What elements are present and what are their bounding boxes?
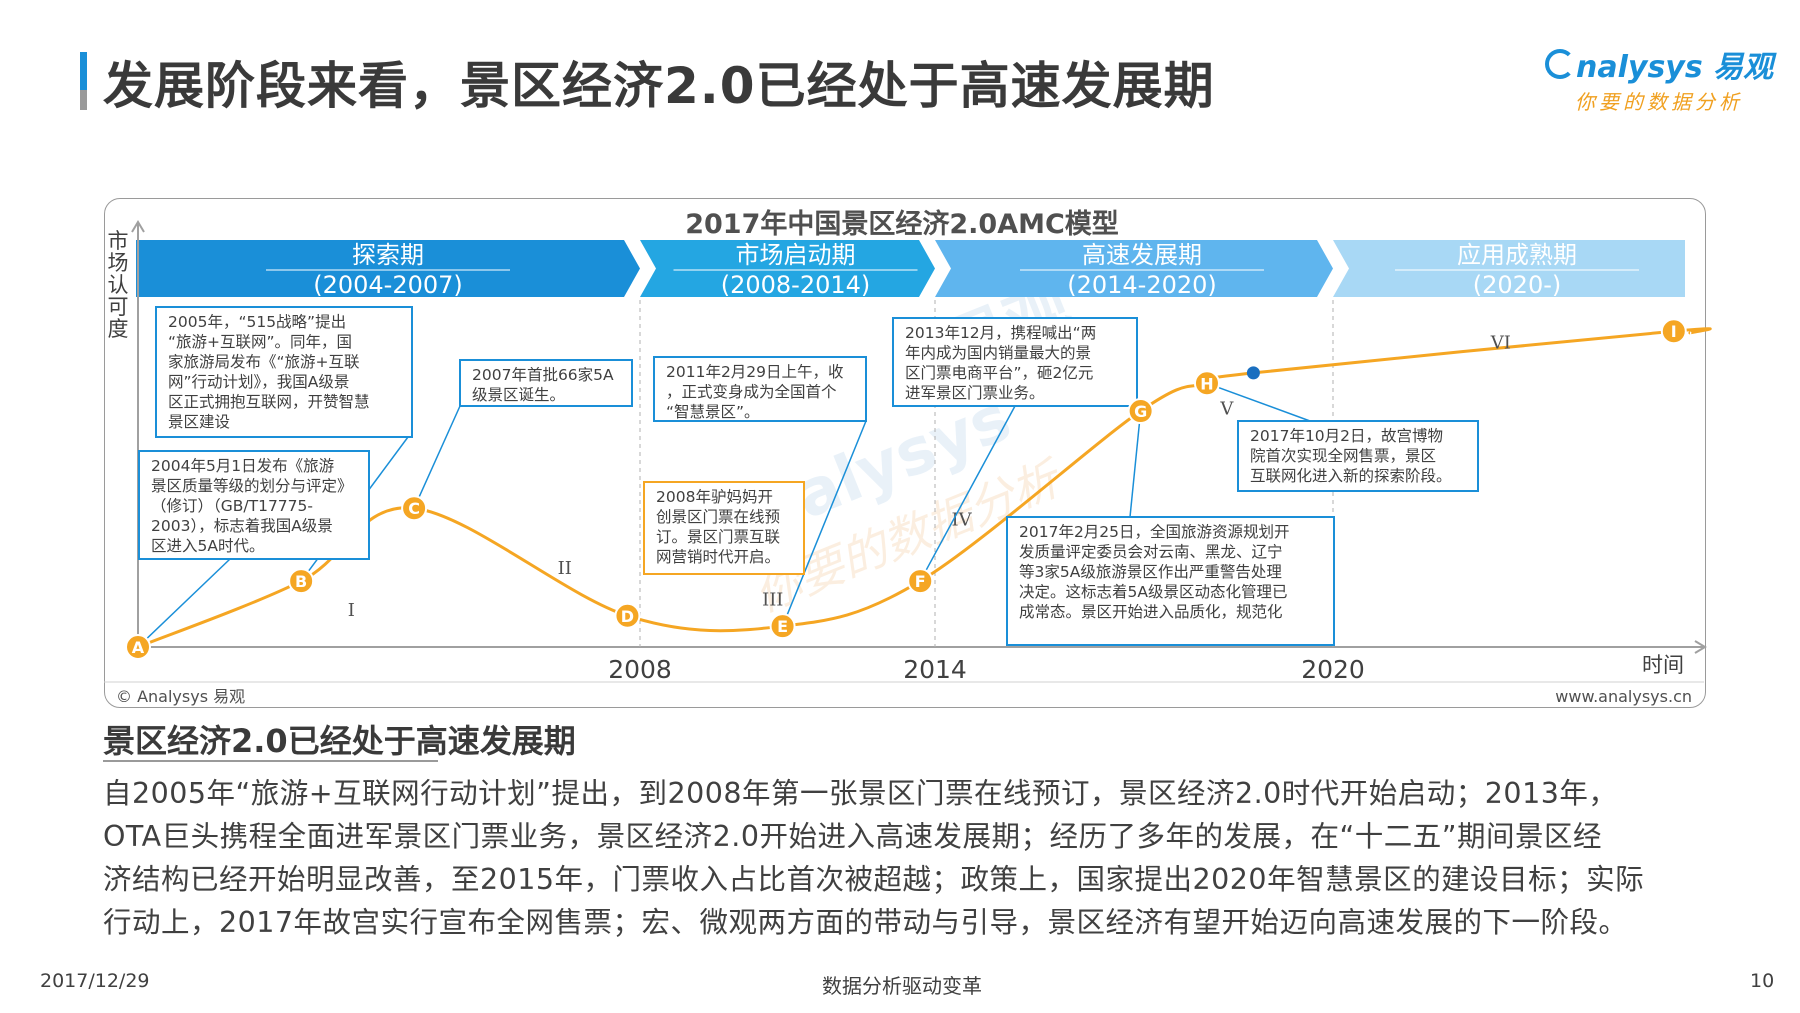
annotation-box xyxy=(653,356,867,422)
source-right: www.analysys.cn xyxy=(1555,687,1692,706)
body-line: 自2005年“旅游+互联网行动计划”提出，到2008年第一张景区门票在线预订，景… xyxy=(103,777,1618,810)
stage-label: I xyxy=(348,600,355,621)
stage-label: III xyxy=(762,589,783,610)
stage-label: IV xyxy=(951,510,972,531)
chart-title: 2017年中国景区经济2.0AMC模型 xyxy=(685,208,1119,240)
logo-wordmark: nalysys 易观 xyxy=(1545,42,1773,86)
annotation-box xyxy=(155,306,413,438)
body-text: 自2005年“旅游+互联网行动计划”提出，到2008年第一张景区门票在线预订，景… xyxy=(103,772,1723,944)
point-marker-I xyxy=(1660,318,1687,345)
annotation-text: 2008年驴妈妈开创景区门票在线预订。景区门票互联网营销时代开启。 xyxy=(656,488,780,566)
annotation-box xyxy=(643,481,805,575)
extra-data-marker xyxy=(1246,366,1260,380)
point-label-A: A xyxy=(132,638,145,657)
logo-text: nalysys 易观 xyxy=(1576,50,1774,85)
title-accent-bar xyxy=(80,52,87,110)
x-tick-label: 2008 xyxy=(608,655,672,684)
annotation-text: 2004年5月1日发布《旅游景区质量等级的划分与评定》（修订）（GB/T1777… xyxy=(151,457,353,555)
body-line: 行动上，2017年故宫实行宣布全网售票；宏、微观两方面的带动与引导，景区经济有望… xyxy=(103,906,1628,939)
section-underline xyxy=(103,760,438,762)
source-left: © Analysys 易观 xyxy=(116,687,245,706)
point-label-G: G xyxy=(1134,402,1147,421)
stage-label: VI xyxy=(1490,333,1511,354)
annotation-text: 2005年，“515战略”提出“旅游+互联网”。同年，国家旅游局发布《“旅游+互… xyxy=(168,313,370,431)
x-tick-label: 2014 xyxy=(903,655,967,684)
stage-label: V xyxy=(1219,399,1234,420)
annotation-leader-line xyxy=(413,405,461,509)
point-marker-B xyxy=(288,568,315,595)
annotation-box xyxy=(892,317,1138,407)
y-axis-arrow-icon xyxy=(131,220,145,233)
annotation-text: 2013年12月，携程喊出“两年内成为国内销量最大的景区门票电商平台”，砸2亿元… xyxy=(905,324,1096,402)
phase-name: 市场启动期 xyxy=(736,241,856,269)
y-axis-label: 市场认可度 xyxy=(108,229,129,341)
annotation-box xyxy=(138,450,370,560)
annotation-text: 2017年10月2日，故宫博物院首次实现全网售票，景区互联网化进入新的探索阶段。 xyxy=(1250,427,1452,485)
annotation-leader-line xyxy=(1129,410,1142,518)
phase-period: (2014-2020) xyxy=(1067,271,1217,299)
annotation-box xyxy=(459,359,633,407)
phase-period: (2020-) xyxy=(1473,271,1561,299)
point-marker-C xyxy=(401,495,428,522)
amc-model-chart: Analysys易观你要的数据分析2017年中国景区经济2.0AMC模型探索期(… xyxy=(104,208,1712,706)
body-line: OTA巨头携程全面进军景区门票业务，景区经济2.0开始进入高速发展期；经历了多年… xyxy=(103,820,1602,853)
footer-date: 2017/12/29 xyxy=(40,970,150,992)
point-marker-H xyxy=(1193,370,1220,397)
annotation-leader-line xyxy=(1206,382,1311,422)
annotation-leader-line xyxy=(781,420,867,627)
logo-slogan: 你要的数据分析 xyxy=(1575,90,1743,114)
phase-name: 应用成熟期 xyxy=(1457,241,1577,269)
point-label-E: E xyxy=(777,617,788,636)
point-label-I: I xyxy=(1671,322,1677,341)
point-marker-D xyxy=(614,602,641,629)
phase-band-3 xyxy=(935,240,1333,297)
phase-name: 探索期 xyxy=(352,241,424,269)
footer-slogan: 数据分析驱动变革 xyxy=(822,974,982,998)
annotation-leader-line xyxy=(137,558,231,648)
annotation-text: 2011年2月29日上午，收，正式变身成为全国首个“智慧景区”。 xyxy=(666,363,844,421)
chart-frame xyxy=(104,198,1706,708)
annotation-leader-line xyxy=(919,405,1016,582)
phase-band-4 xyxy=(1333,240,1685,297)
point-label-D: D xyxy=(621,607,634,626)
body-line: 济结构已经开始明显改善，至2015年，门票收入占比首次被超越；政策上，国家提出2… xyxy=(103,863,1645,896)
point-marker-G xyxy=(1127,398,1154,425)
phase-band-1 xyxy=(136,240,640,297)
point-label-H: H xyxy=(1200,374,1213,393)
x-axis-label: 时间 xyxy=(1642,653,1684,677)
point-label-B: B xyxy=(295,572,307,591)
annotation-box xyxy=(1006,516,1335,646)
page-number: 10 xyxy=(1750,970,1775,992)
annotation-box xyxy=(1237,420,1479,492)
logo-swoosh-icon xyxy=(1545,49,1575,79)
point-label-F: F xyxy=(915,572,926,591)
point-marker-A xyxy=(125,634,151,660)
phase-period: (2004-2007) xyxy=(313,271,463,299)
annotation-text: 2017年2月25日，全国旅游资源规划开发质量评定委员会对云南、黑龙、辽宁等3家… xyxy=(1019,523,1290,621)
page-title: 发展阶段来看，景区经济2.0已经处于高速发展期 xyxy=(103,57,1215,115)
phase-name: 高速发展期 xyxy=(1082,241,1202,269)
point-label-C: C xyxy=(408,499,420,518)
x-tick-label: 2020 xyxy=(1301,655,1365,684)
analysys-logo: nalysys 易观 你要的数据分析 xyxy=(1545,42,1775,120)
stage-label: II xyxy=(558,558,572,579)
section-title: 景区经济2.0已经处于高速发展期 xyxy=(103,722,576,760)
phase-period: (2008-2014) xyxy=(721,271,871,299)
point-marker-F xyxy=(907,568,934,595)
point-marker-E xyxy=(769,613,796,640)
annotation-text: 2007年首批66家5A 级景区诞生。 xyxy=(472,366,614,404)
phase-band-2 xyxy=(640,240,935,297)
amc-curve-line xyxy=(137,327,1712,649)
x-axis-arrow-icon xyxy=(1694,640,1707,654)
